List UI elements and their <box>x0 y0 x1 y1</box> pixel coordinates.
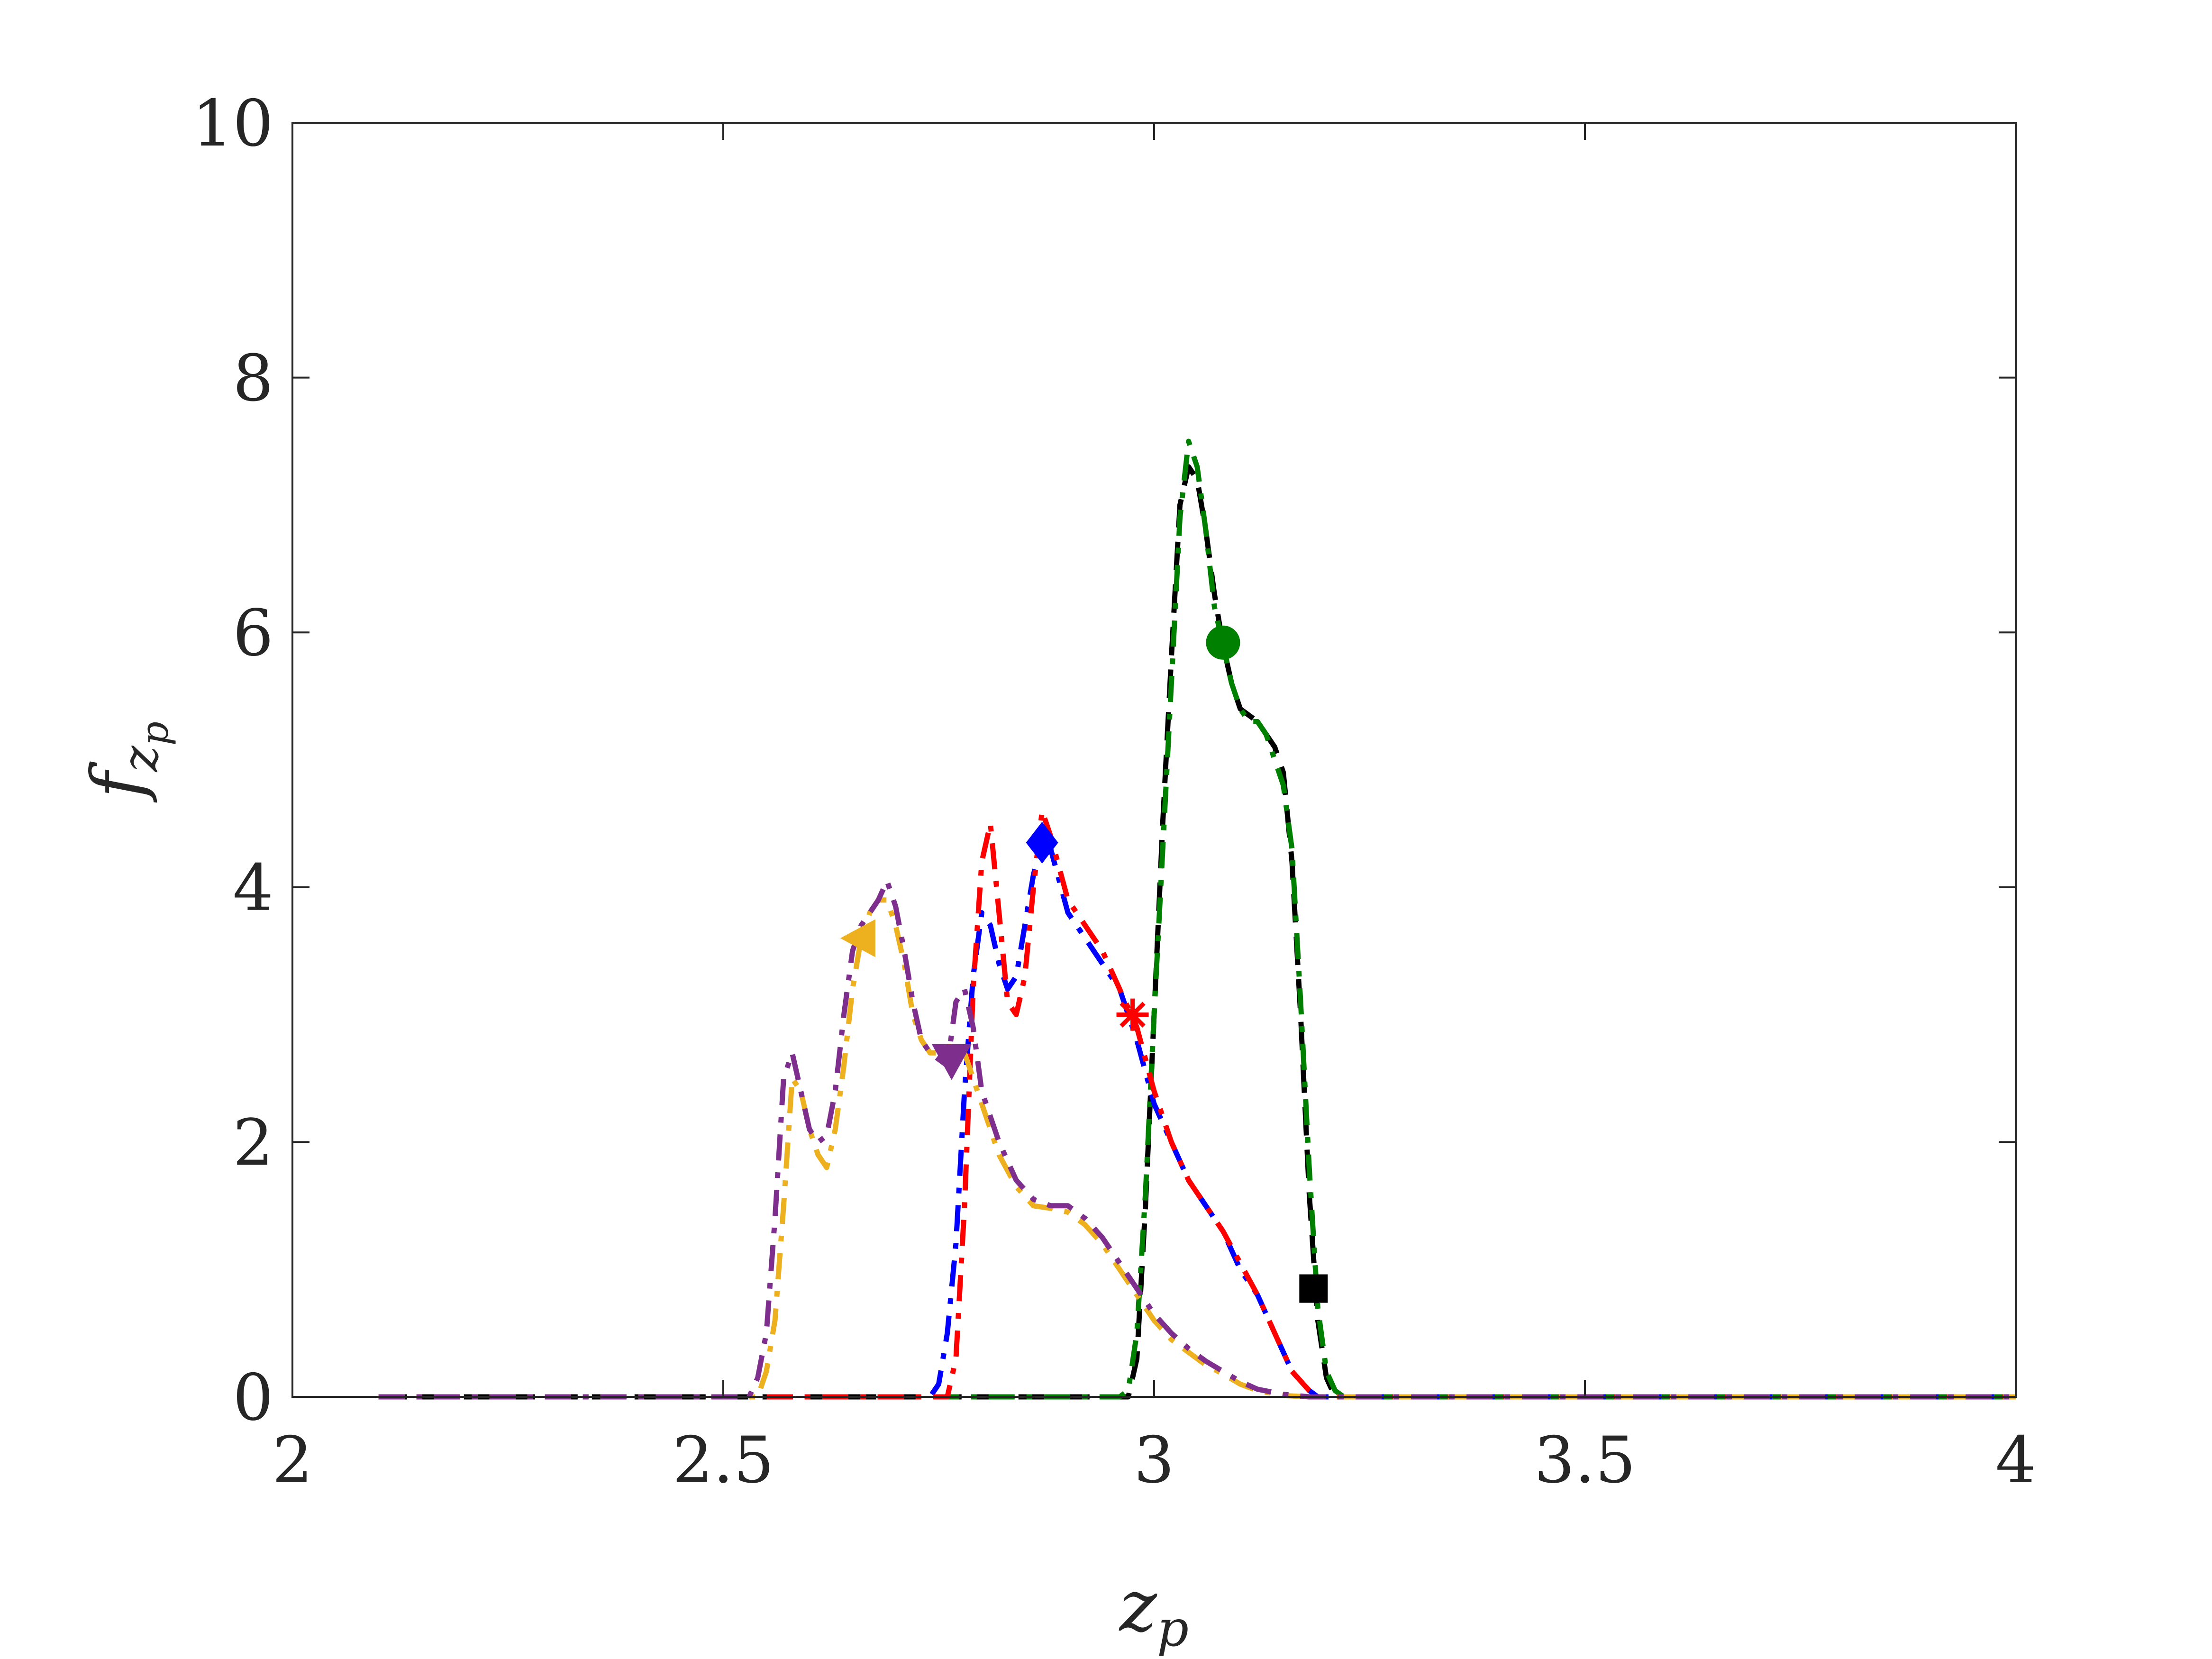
series-marker-6 <box>931 1044 972 1080</box>
series-line-4 <box>378 808 2016 1400</box>
y-tick-label: 2 <box>233 1105 273 1180</box>
x-tick-label: 3.5 <box>1534 1423 1636 1497</box>
x-tick-label: 3 <box>1134 1423 1174 1497</box>
x-axis-label-main: z <box>1119 1565 1157 1648</box>
x-tick-label: 2 <box>272 1423 313 1497</box>
series-marker-3 <box>1026 821 1058 864</box>
x-tick-label: 2.5 <box>673 1423 774 1497</box>
x-axis-label-subscript: p <box>1157 1600 1189 1658</box>
plot-area <box>292 123 2016 1397</box>
y-tick-label: 0 <box>233 1360 273 1435</box>
y-tick-label: 4 <box>233 851 273 925</box>
series-line-3 <box>378 840 2016 1400</box>
y-axis-label: fzp <box>77 721 177 803</box>
series-marker-4 <box>1116 998 1149 1031</box>
x-axis-ticks: 2 2.5 3 3.5 4 <box>272 123 2036 1497</box>
y-axis-ticks: 0 2 4 6 8 10 <box>192 86 2016 1435</box>
series-marker-2 <box>1206 625 1240 660</box>
series-marker-1 <box>1299 1274 1328 1303</box>
x-axis-label: zp <box>1119 1565 1189 1658</box>
series-marker-5 <box>840 919 875 957</box>
x-tick-label: 4 <box>1995 1423 2036 1497</box>
y-axis-label-subscript: z <box>111 746 169 773</box>
marker-layer <box>840 625 1328 1303</box>
y-axis-label-subsubscript: p <box>133 721 177 746</box>
y-tick-label: 6 <box>233 596 273 670</box>
y-tick-label: 8 <box>233 341 273 416</box>
y-tick-label: 10 <box>192 86 273 161</box>
